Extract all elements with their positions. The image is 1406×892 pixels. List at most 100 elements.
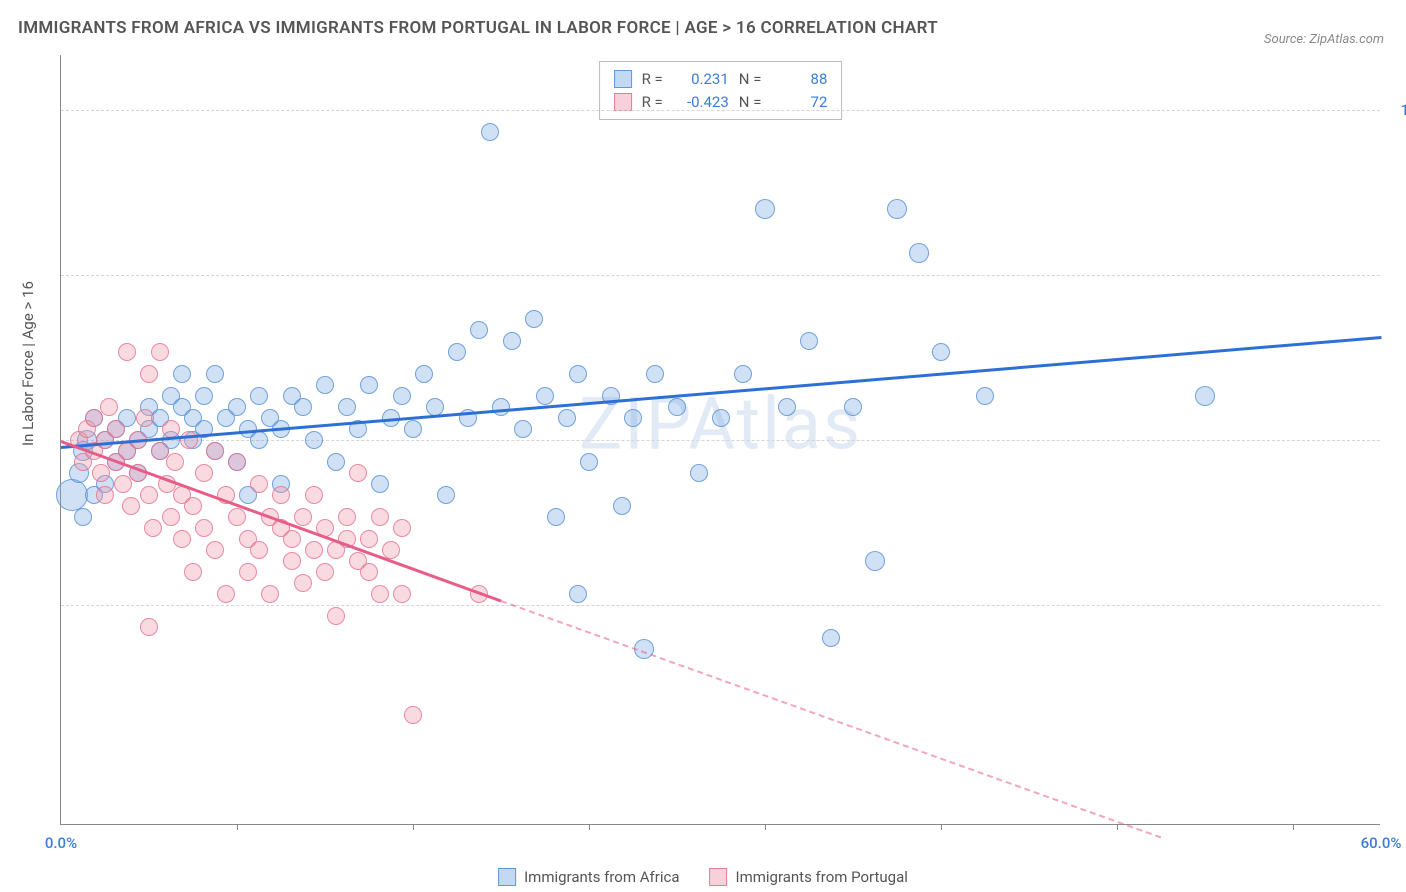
x-tick-mark xyxy=(413,824,414,830)
n-label: N = xyxy=(739,68,762,91)
scatter-point xyxy=(96,486,114,504)
scatter-point xyxy=(668,398,686,416)
scatter-point xyxy=(294,508,312,526)
scatter-point xyxy=(844,398,862,416)
scatter-point xyxy=(114,475,132,493)
r-value-africa: 0.231 xyxy=(673,68,729,91)
scatter-point xyxy=(327,607,345,625)
x-tick-label: 0.0% xyxy=(45,834,77,852)
scatter-point xyxy=(569,365,587,383)
chart-container: IMMIGRANTS FROM AFRICA VS IMMIGRANTS FRO… xyxy=(0,0,1406,892)
scatter-point xyxy=(360,530,378,548)
scatter-point xyxy=(514,420,532,438)
scatter-point xyxy=(206,442,224,460)
scatter-point xyxy=(393,585,411,603)
gridline-h xyxy=(61,275,1380,276)
scatter-point xyxy=(624,409,642,427)
scatter-point xyxy=(932,343,950,361)
swatch-blue-icon xyxy=(614,70,632,88)
scatter-point xyxy=(327,453,345,471)
plot-area: ZIPAtlas R = 0.231 N = 88 R = -0.423 N =… xyxy=(60,55,1380,825)
scatter-point xyxy=(305,431,323,449)
y-tick-label: 70.0% xyxy=(1390,431,1406,449)
legend-item-portugal: Immigrants from Portugal xyxy=(709,868,907,886)
legend-row-africa: R = 0.231 N = 88 xyxy=(614,68,828,91)
scatter-point xyxy=(404,706,422,724)
scatter-point xyxy=(393,387,411,405)
y-tick-label: 55.0% xyxy=(1390,596,1406,614)
scatter-point xyxy=(294,398,312,416)
scatter-point xyxy=(800,332,818,350)
chart-title: IMMIGRANTS FROM AFRICA VS IMMIGRANTS FRO… xyxy=(18,18,938,38)
swatch-blue-icon xyxy=(498,868,516,886)
scatter-point xyxy=(503,332,521,350)
n-value-africa: 88 xyxy=(771,68,827,91)
r-label: R = xyxy=(642,68,663,91)
scatter-point xyxy=(547,508,565,526)
scatter-point xyxy=(85,409,103,427)
scatter-point xyxy=(166,453,184,471)
scatter-point xyxy=(272,486,290,504)
x-tick-mark xyxy=(765,824,766,830)
scatter-point xyxy=(140,486,158,504)
scatter-point xyxy=(195,519,213,537)
scatter-point xyxy=(525,310,543,328)
scatter-point xyxy=(118,343,136,361)
bottom-legend: Immigrants from Africa Immigrants from P… xyxy=(498,868,908,886)
scatter-point xyxy=(448,343,466,361)
scatter-point xyxy=(184,497,202,515)
scatter-point xyxy=(558,409,576,427)
scatter-point xyxy=(261,585,279,603)
scatter-point xyxy=(349,464,367,482)
scatter-point xyxy=(305,486,323,504)
scatter-point xyxy=(865,551,885,571)
x-tick-label: 60.0% xyxy=(1361,834,1402,852)
scatter-point xyxy=(140,618,158,636)
x-tick-mark xyxy=(237,824,238,830)
scatter-point xyxy=(470,321,488,339)
legend-item-africa: Immigrants from Africa xyxy=(498,868,679,886)
scatter-point xyxy=(217,585,235,603)
scatter-point xyxy=(316,376,334,394)
scatter-point xyxy=(250,475,268,493)
scatter-point xyxy=(74,508,92,526)
scatter-point xyxy=(338,398,356,416)
scatter-point xyxy=(206,365,224,383)
scatter-point xyxy=(371,585,389,603)
scatter-point xyxy=(755,199,775,219)
scatter-point xyxy=(909,243,929,263)
scatter-point xyxy=(294,574,312,592)
y-tick-label: 100.0% xyxy=(1390,101,1406,119)
scatter-point xyxy=(195,387,213,405)
gridline-h xyxy=(61,110,1380,111)
scatter-point xyxy=(415,365,433,383)
scatter-point xyxy=(122,497,140,515)
scatter-point xyxy=(107,420,125,438)
scatter-point xyxy=(92,464,110,482)
scatter-point xyxy=(100,398,118,416)
scatter-point xyxy=(536,387,554,405)
scatter-point xyxy=(481,123,499,141)
legend-label-portugal: Immigrants from Portugal xyxy=(735,868,907,886)
scatter-point xyxy=(976,387,994,405)
scatter-point xyxy=(734,365,752,383)
x-tick-mark xyxy=(941,824,942,830)
scatter-point xyxy=(173,530,191,548)
scatter-point xyxy=(492,398,510,416)
scatter-point xyxy=(316,563,334,581)
scatter-point xyxy=(887,199,907,219)
source-label: Source: ZipAtlas.com xyxy=(1264,32,1384,47)
gridline-h xyxy=(61,605,1380,606)
scatter-point xyxy=(250,387,268,405)
scatter-point xyxy=(360,563,378,581)
scatter-point xyxy=(151,343,169,361)
scatter-point xyxy=(184,563,202,581)
scatter-point xyxy=(144,519,162,537)
scatter-point xyxy=(228,398,246,416)
scatter-point xyxy=(360,376,378,394)
scatter-point xyxy=(822,629,840,647)
scatter-point xyxy=(580,453,598,471)
scatter-point xyxy=(371,508,389,526)
scatter-point xyxy=(690,464,708,482)
scatter-point xyxy=(180,431,198,449)
